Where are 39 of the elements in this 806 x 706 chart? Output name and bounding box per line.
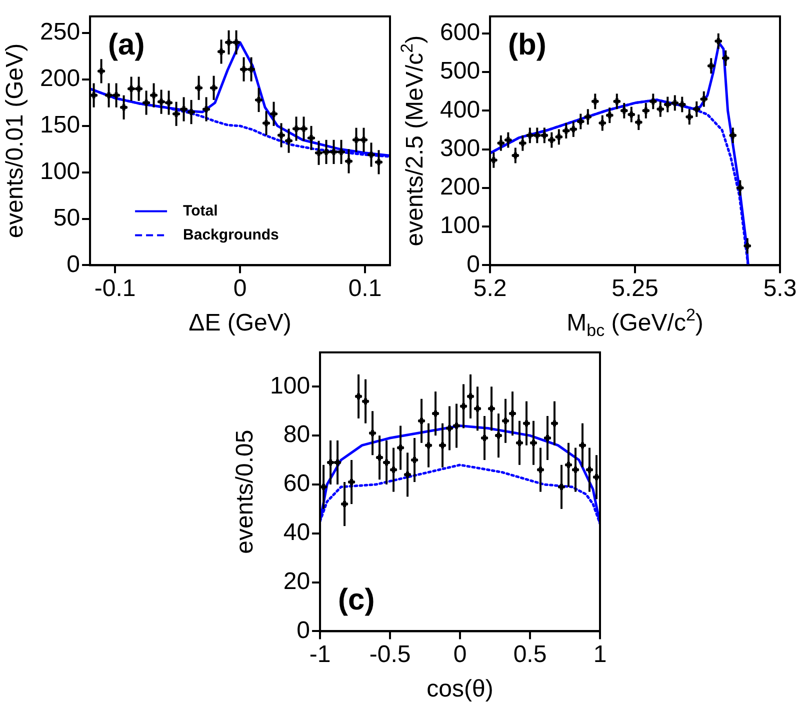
legend-label: Total <box>183 202 218 220</box>
y-axis-title: events/2.5 (MeV/c2) <box>397 35 429 246</box>
y-tick-label: 100 <box>40 158 80 185</box>
y-tick-label: 400 <box>440 96 480 124</box>
y-axis-title: events/0.05 <box>232 430 259 554</box>
x-axis-title: ΔE (GeV) <box>188 310 292 337</box>
x-tick-label: -1 <box>309 641 331 668</box>
x-tick-label: 1 <box>593 641 607 668</box>
annotation: (a) <box>108 28 145 62</box>
x-tick-label: 0.5 <box>513 641 547 668</box>
y-tick-label: 600 <box>440 19 480 46</box>
y-tick-label: 40 <box>283 519 310 546</box>
y-tick-label: 200 <box>440 174 480 201</box>
x-tick-label: 5.2 <box>473 275 507 302</box>
x-tick-label: 5.25 <box>612 275 658 302</box>
x-tick-label: -0.5 <box>369 641 411 668</box>
y-tick-label: 300 <box>440 134 480 162</box>
y-tick-label: 50 <box>53 204 80 232</box>
y-tick-label: 0 <box>296 616 310 644</box>
x-tick-label: -0.1 <box>94 275 136 302</box>
y-tick-label: 200 <box>40 65 80 92</box>
y-tick-label: 80 <box>283 421 310 448</box>
x-tick-label: 0.1 <box>348 275 382 302</box>
y-tick-label: 60 <box>283 470 310 498</box>
y-tick-label: 250 <box>40 18 80 46</box>
y-tick-label: 0 <box>466 250 480 278</box>
x-tick-label: 5.3 <box>763 275 797 302</box>
y-axis-title: events/0.01 (GeV) <box>2 43 29 238</box>
annotation: (c) <box>338 583 375 616</box>
x-tick-label: 0 <box>233 275 247 302</box>
annotation: (b) <box>508 28 546 62</box>
y-tick-label: 150 <box>40 112 80 139</box>
y-tick-label: 0 <box>66 250 80 278</box>
y-tick-label: 500 <box>440 58 480 85</box>
y-tick-label: 20 <box>283 568 310 595</box>
x-axis-title: cos(θ) <box>426 676 494 703</box>
legend-label: Backgrounds <box>183 226 279 244</box>
y-tick-label: 100 <box>440 212 480 240</box>
y-tick-label: 100 <box>270 372 310 400</box>
